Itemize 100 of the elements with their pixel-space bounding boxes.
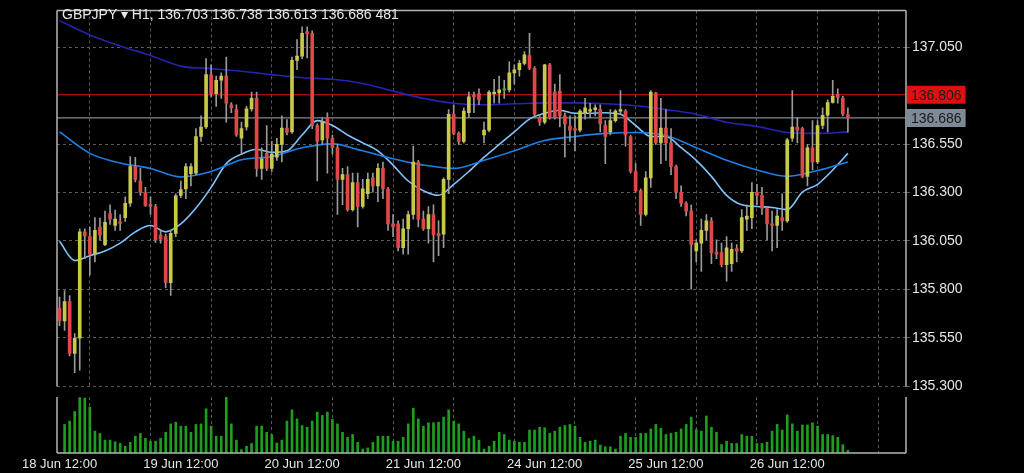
- y-tick-label: 137.050: [912, 38, 963, 55]
- y-tick-label: 135.300: [912, 376, 963, 393]
- bar: [735, 443, 739, 453]
- bar: [265, 431, 269, 453]
- bar: [270, 434, 274, 453]
- bar: [689, 416, 693, 453]
- bar: [548, 433, 552, 453]
- y-tick-label: 136.550: [912, 135, 963, 152]
- candlestick: [780, 193, 785, 231]
- bar: [518, 442, 521, 453]
- bar: [457, 423, 461, 453]
- bar: [179, 425, 183, 453]
- bar: [513, 440, 516, 453]
- bar: [740, 434, 744, 453]
- bar: [619, 435, 622, 453]
- bar: [710, 426, 713, 453]
- bar: [593, 439, 597, 453]
- bar: [351, 434, 354, 453]
- y-tick-label: 136.050: [912, 231, 963, 248]
- x-tick-label: 20 Jun 12:00: [264, 456, 340, 472]
- bar: [644, 433, 648, 453]
- bar: [230, 423, 233, 453]
- bar: [553, 430, 557, 453]
- candlestick: [770, 210, 774, 252]
- x-tick-label: 21 Jun 12:00: [385, 456, 461, 472]
- x-tick-label: 26 Jun 12:00: [749, 456, 825, 472]
- bar: [83, 397, 87, 453]
- bar: [401, 436, 405, 453]
- bar: [315, 411, 319, 453]
- bar: [63, 424, 66, 453]
- bar: [154, 440, 157, 453]
- bar: [785, 414, 789, 453]
- bar: [235, 439, 238, 453]
- bar: [331, 419, 334, 453]
- bar: [411, 407, 415, 453]
- bar: [523, 442, 526, 453]
- bar: [801, 424, 804, 453]
- x-tick-label: 19 Jun 12:00: [143, 456, 219, 472]
- bar: [629, 436, 632, 453]
- bar: [790, 423, 794, 453]
- bar: [224, 397, 228, 453]
- bar: [73, 411, 77, 453]
- bar: [219, 435, 223, 453]
- bar: [811, 422, 814, 453]
- bar: [497, 431, 501, 453]
- bar: [310, 420, 314, 453]
- bar: [255, 425, 258, 453]
- bar: [634, 436, 637, 453]
- bar: [250, 443, 253, 453]
- bar: [68, 420, 71, 453]
- bar: [639, 433, 643, 453]
- bar: [427, 422, 430, 453]
- bar: [507, 439, 511, 453]
- bar: [816, 425, 819, 453]
- bar: [502, 434, 506, 453]
- bar: [118, 443, 122, 453]
- bar: [821, 434, 824, 453]
- bar: [245, 445, 248, 453]
- bar: [320, 415, 324, 453]
- bar: [159, 438, 162, 453]
- bar: [745, 435, 749, 453]
- x-tick-label: 25 Jun 12:00: [628, 456, 704, 472]
- bar: [836, 436, 840, 453]
- bar: [598, 444, 602, 453]
- bar: [694, 429, 698, 453]
- line-series: [58, 109, 849, 262]
- bar: [144, 438, 147, 453]
- line-series: [58, 19, 849, 135]
- bar: [123, 445, 127, 453]
- bar: [462, 430, 466, 453]
- candlestick: [82, 228, 87, 260]
- bar: [826, 434, 829, 453]
- bar: [356, 442, 360, 453]
- bar: [346, 436, 349, 453]
- bar: [406, 423, 410, 453]
- bar: [341, 431, 344, 453]
- bar: [725, 440, 728, 453]
- bar: [700, 430, 703, 453]
- bar: [705, 415, 708, 453]
- bar: [260, 425, 263, 453]
- x-tick-label: 24 Jun 12:00: [507, 456, 583, 472]
- bar: [336, 423, 339, 453]
- bar: [164, 431, 167, 453]
- bar: [730, 443, 733, 453]
- bar: [796, 430, 799, 453]
- bar: [543, 427, 546, 453]
- bar: [326, 411, 329, 453]
- ref-line-label: 136.686: [911, 109, 962, 126]
- bar: [528, 429, 531, 453]
- bar: [806, 424, 809, 453]
- bar: [432, 422, 435, 453]
- bar: [452, 420, 456, 453]
- bar: [214, 435, 218, 453]
- bar: [442, 416, 445, 453]
- bar: [720, 444, 723, 453]
- bar: [128, 442, 132, 453]
- bar: [831, 435, 835, 453]
- candlestick: [482, 121, 486, 144]
- candlestick: [118, 214, 122, 231]
- bar: [649, 428, 653, 453]
